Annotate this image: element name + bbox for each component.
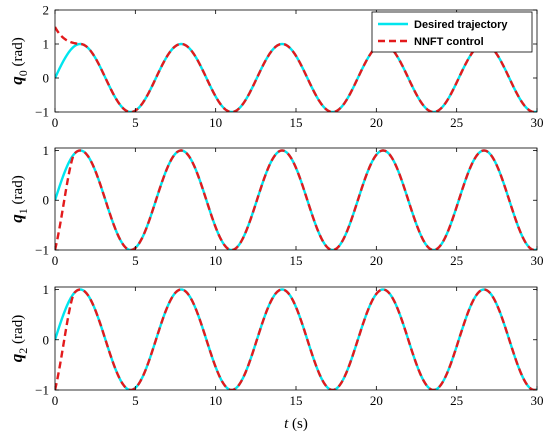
y-axis-label-var: q	[7, 76, 26, 85]
x-tick-label: 5	[132, 115, 139, 130]
x-tick-label: 25	[450, 393, 463, 408]
legend-box	[371, 11, 533, 53]
legend-label: NNFT control	[414, 36, 484, 48]
y-tick-label: 0	[43, 193, 50, 208]
y-tick-label: 1	[43, 37, 50, 52]
x-tick-label: 30	[531, 253, 544, 268]
y-tick-label: −1	[35, 383, 49, 398]
x-tick-label: 5	[132, 253, 139, 268]
x-tick-label: 30	[531, 393, 544, 408]
axes-frame	[54, 147, 538, 251]
y-axis-label-unit: (rad)	[10, 175, 26, 208]
x-tick-label: 25	[450, 115, 463, 130]
y-tick-label: −1	[35, 105, 49, 120]
x-tick-label: 20	[370, 115, 383, 130]
x-tick-label: 15	[290, 115, 303, 130]
x-axis-label-var: t	[284, 416, 289, 432]
y-axis-label: q1 (rad)	[7, 175, 30, 222]
x-tick-label: 10	[209, 115, 222, 130]
y-tick-label: 0	[43, 332, 50, 347]
y-axis-label-var: q	[7, 214, 26, 223]
axes-frame	[54, 286, 538, 391]
series-nnft-control-line	[55, 149, 537, 250]
x-axis-label-unit: (s)	[288, 416, 308, 432]
x-tick-label: 20	[370, 253, 383, 268]
x-tick-label: 20	[370, 393, 383, 408]
x-tick-label: 10	[209, 393, 222, 408]
legend: Desired trajectory NNFT control	[371, 11, 533, 53]
series-desired-trajectory-line	[55, 288, 537, 390]
y-axis-label: q0 (rad)	[7, 37, 30, 84]
x-axis-label: t (s)	[284, 416, 308, 432]
x-tick-label: 5	[132, 393, 139, 408]
y-tick-label: 0	[43, 71, 50, 86]
y-tick-label: 1	[43, 143, 50, 158]
y-tick-label: 2	[43, 3, 50, 18]
x-tick-label: 0	[52, 115, 59, 130]
x-tick-label: 0	[52, 253, 59, 268]
y-axis-label-subscript: 2	[16, 348, 30, 354]
y-axis-label-var: q	[7, 353, 26, 362]
y-tick-label: −1	[35, 243, 49, 258]
x-tick-label: 15	[290, 253, 303, 268]
y-axis-label-subscript: 0	[16, 70, 30, 76]
y-tick-label: 1	[43, 282, 50, 297]
legend-label: Desired trajectory	[414, 19, 508, 31]
x-tick-label: 30	[531, 115, 544, 130]
x-tick-label: 25	[450, 253, 463, 268]
y-axis-label: q2 (rad)	[7, 315, 30, 362]
x-tick-label: 0	[52, 393, 59, 408]
series-nnft-control-line	[55, 288, 537, 390]
x-tick-label: 10	[209, 253, 222, 268]
y-axis-label-unit: (rad)	[10, 315, 26, 348]
y-axis-label-subscript: 1	[16, 208, 30, 214]
x-tick-label: 15	[290, 393, 303, 408]
y-axis-label-unit: (rad)	[10, 37, 26, 70]
